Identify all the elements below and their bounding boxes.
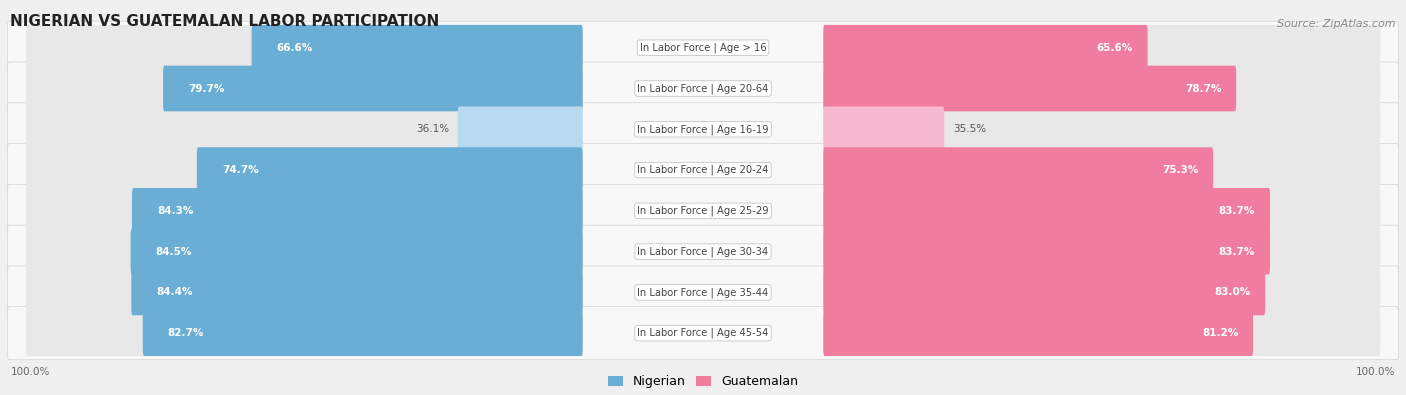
FancyBboxPatch shape [824, 188, 1381, 234]
FancyBboxPatch shape [7, 62, 1399, 115]
Legend: Nigerian, Guatemalan: Nigerian, Guatemalan [606, 373, 800, 391]
Text: 84.3%: 84.3% [157, 206, 194, 216]
FancyBboxPatch shape [25, 147, 582, 193]
FancyBboxPatch shape [25, 269, 582, 315]
Text: In Labor Force | Age 16-19: In Labor Force | Age 16-19 [637, 124, 769, 135]
Text: 66.6%: 66.6% [277, 43, 312, 53]
FancyBboxPatch shape [25, 66, 582, 111]
FancyBboxPatch shape [824, 66, 1236, 111]
Text: In Labor Force | Age 35-44: In Labor Force | Age 35-44 [637, 287, 769, 298]
FancyBboxPatch shape [143, 310, 582, 356]
FancyBboxPatch shape [824, 310, 1253, 356]
FancyBboxPatch shape [131, 269, 582, 315]
FancyBboxPatch shape [7, 103, 1399, 156]
Text: 78.7%: 78.7% [1185, 83, 1222, 94]
Text: 100.0%: 100.0% [1357, 367, 1396, 377]
Text: Source: ZipAtlas.com: Source: ZipAtlas.com [1277, 19, 1396, 29]
Text: In Labor Force | Age 20-24: In Labor Force | Age 20-24 [637, 165, 769, 175]
FancyBboxPatch shape [7, 184, 1399, 237]
FancyBboxPatch shape [197, 147, 582, 193]
Text: 36.1%: 36.1% [416, 124, 449, 134]
FancyBboxPatch shape [824, 147, 1381, 193]
FancyBboxPatch shape [824, 188, 1270, 234]
FancyBboxPatch shape [824, 25, 1147, 71]
Text: In Labor Force | Age 25-29: In Labor Force | Age 25-29 [637, 206, 769, 216]
FancyBboxPatch shape [252, 25, 582, 71]
FancyBboxPatch shape [7, 225, 1399, 278]
Text: In Labor Force | Age 20-64: In Labor Force | Age 20-64 [637, 83, 769, 94]
Text: 83.7%: 83.7% [1219, 206, 1256, 216]
FancyBboxPatch shape [824, 25, 1381, 71]
Text: 84.4%: 84.4% [156, 288, 193, 297]
FancyBboxPatch shape [824, 269, 1381, 315]
Text: 82.7%: 82.7% [167, 328, 204, 338]
FancyBboxPatch shape [25, 107, 582, 152]
Text: 75.3%: 75.3% [1161, 165, 1198, 175]
FancyBboxPatch shape [7, 266, 1399, 319]
FancyBboxPatch shape [824, 107, 1381, 152]
FancyBboxPatch shape [7, 21, 1399, 74]
Text: 65.6%: 65.6% [1097, 43, 1133, 53]
FancyBboxPatch shape [132, 188, 582, 234]
Text: 35.5%: 35.5% [953, 124, 986, 134]
Text: In Labor Force | Age > 16: In Labor Force | Age > 16 [640, 43, 766, 53]
FancyBboxPatch shape [824, 269, 1265, 315]
FancyBboxPatch shape [824, 229, 1270, 275]
FancyBboxPatch shape [458, 107, 582, 152]
FancyBboxPatch shape [25, 229, 582, 275]
Text: 83.0%: 83.0% [1215, 288, 1250, 297]
FancyBboxPatch shape [824, 310, 1381, 356]
FancyBboxPatch shape [824, 107, 945, 152]
FancyBboxPatch shape [824, 147, 1213, 193]
Text: 100.0%: 100.0% [10, 367, 49, 377]
FancyBboxPatch shape [25, 310, 582, 356]
Text: In Labor Force | Age 45-54: In Labor Force | Age 45-54 [637, 328, 769, 339]
Text: 79.7%: 79.7% [188, 83, 225, 94]
Text: 81.2%: 81.2% [1202, 328, 1239, 338]
FancyBboxPatch shape [163, 66, 582, 111]
Text: 84.5%: 84.5% [156, 246, 193, 257]
Text: In Labor Force | Age 30-34: In Labor Force | Age 30-34 [637, 246, 769, 257]
FancyBboxPatch shape [25, 25, 582, 71]
FancyBboxPatch shape [25, 188, 582, 234]
FancyBboxPatch shape [7, 307, 1399, 360]
FancyBboxPatch shape [7, 143, 1399, 197]
FancyBboxPatch shape [131, 229, 582, 275]
Text: NIGERIAN VS GUATEMALAN LABOR PARTICIPATION: NIGERIAN VS GUATEMALAN LABOR PARTICIPATI… [10, 14, 440, 29]
FancyBboxPatch shape [824, 229, 1381, 275]
Text: 83.7%: 83.7% [1219, 246, 1256, 257]
FancyBboxPatch shape [824, 66, 1381, 111]
Text: 74.7%: 74.7% [222, 165, 259, 175]
